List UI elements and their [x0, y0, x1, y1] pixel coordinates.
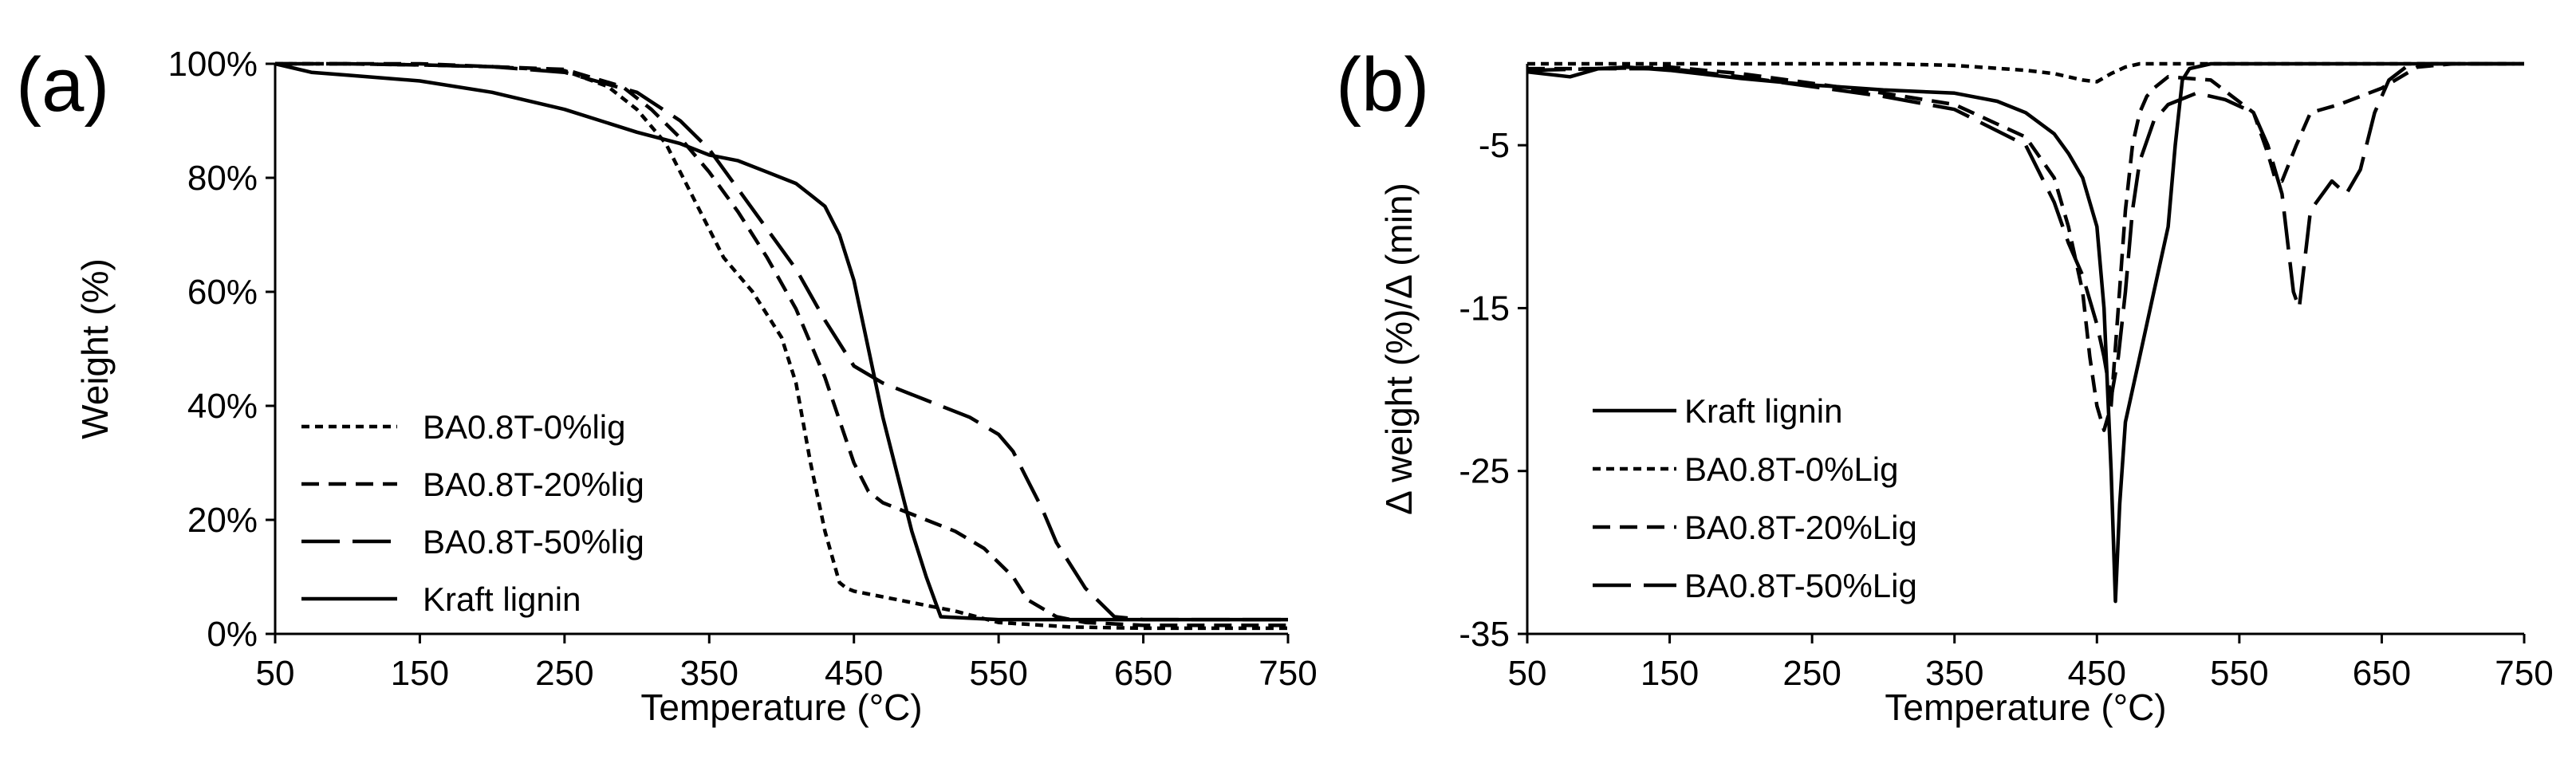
- legend-label: BA0.8T-0%lig: [423, 408, 625, 446]
- panel-b-letter: (b): [1336, 42, 1430, 128]
- panel-a-plot: 50 150 250 350 450 550 650 750 0% 20% 40% 60% 80% 100…: [74, 45, 1318, 728]
- y-tick-label: 80%: [187, 159, 258, 198]
- x-tick-label: 650: [1114, 654, 1172, 693]
- legend-label: BA0.8T-50%lig: [423, 523, 644, 561]
- x-tick-label: 550: [969, 654, 1027, 693]
- series-line-ba0-8t-50-lig: [275, 61, 1288, 622]
- legend-label: Kraft lignin: [1684, 392, 1842, 430]
- legend-label: BA0.8T-20%Lig: [1684, 509, 1917, 546]
- legend-label: Kraft lignin: [423, 580, 581, 618]
- legend-label: BA0.8T-20%lig: [423, 466, 644, 503]
- y-tick-label: 100%: [167, 45, 258, 84]
- y-tick-label: 40%: [187, 387, 258, 426]
- y-tick-label: 60%: [187, 273, 258, 312]
- y-tick-label: -25: [1459, 452, 1510, 491]
- series-line-ba0-8t-0-lig: [1527, 61, 2524, 84]
- x-axis-title: Temperature (°C): [1885, 687, 2166, 728]
- x-tick-label: 550: [2210, 654, 2268, 693]
- x-tick-label: 150: [1641, 654, 1699, 693]
- series-line-ba0-8t-20-lig: [1527, 61, 2524, 432]
- x-tick-label: 750: [2495, 654, 2553, 693]
- series-line-ba0-8t-20-lig: [275, 61, 1288, 628]
- legend-label: BA0.8T-50%Lig: [1684, 567, 1917, 604]
- x-tick-label: 50: [1508, 654, 1547, 693]
- x-tick-label: 350: [1925, 654, 1983, 693]
- panel-b-plot: 50 150 250 350 450 550 650 750 -5 -15 -25 -35 Temper…: [1378, 61, 2554, 728]
- series-line-kraft-lignin: [1526, 61, 2524, 604]
- y-axis-title: Δ weight (%)/Δ (min): [1378, 183, 1420, 515]
- panel-a-letter: (a): [16, 42, 110, 128]
- x-axis-title: Temperature (°C): [640, 687, 922, 728]
- y-tick-label: -15: [1459, 289, 1510, 328]
- y-tick-label: -5: [1479, 126, 1510, 165]
- series-line-kraft-lignin: [274, 61, 1288, 622]
- series-line-ba0-8t-50-lig: [1526, 61, 2524, 400]
- y-tick-label: -35: [1459, 615, 1510, 654]
- x-tick-label: 350: [680, 654, 739, 693]
- y-tick-label: 20%: [187, 501, 258, 540]
- x-tick-label: 650: [2353, 654, 2411, 693]
- x-tick-label: 450: [825, 654, 883, 693]
- y-axis-title: Weight (%): [74, 258, 116, 439]
- y-tick-label: 0%: [207, 615, 258, 654]
- x-tick-label: 750: [1258, 654, 1317, 693]
- x-tick-label: 250: [1782, 654, 1841, 693]
- legend-label: BA0.8T-0%Lig: [1684, 450, 1899, 488]
- x-tick-label: 450: [2068, 654, 2126, 693]
- x-tick-label: 50: [256, 654, 295, 693]
- x-tick-label: 250: [535, 654, 593, 693]
- x-tick-label: 150: [391, 654, 449, 693]
